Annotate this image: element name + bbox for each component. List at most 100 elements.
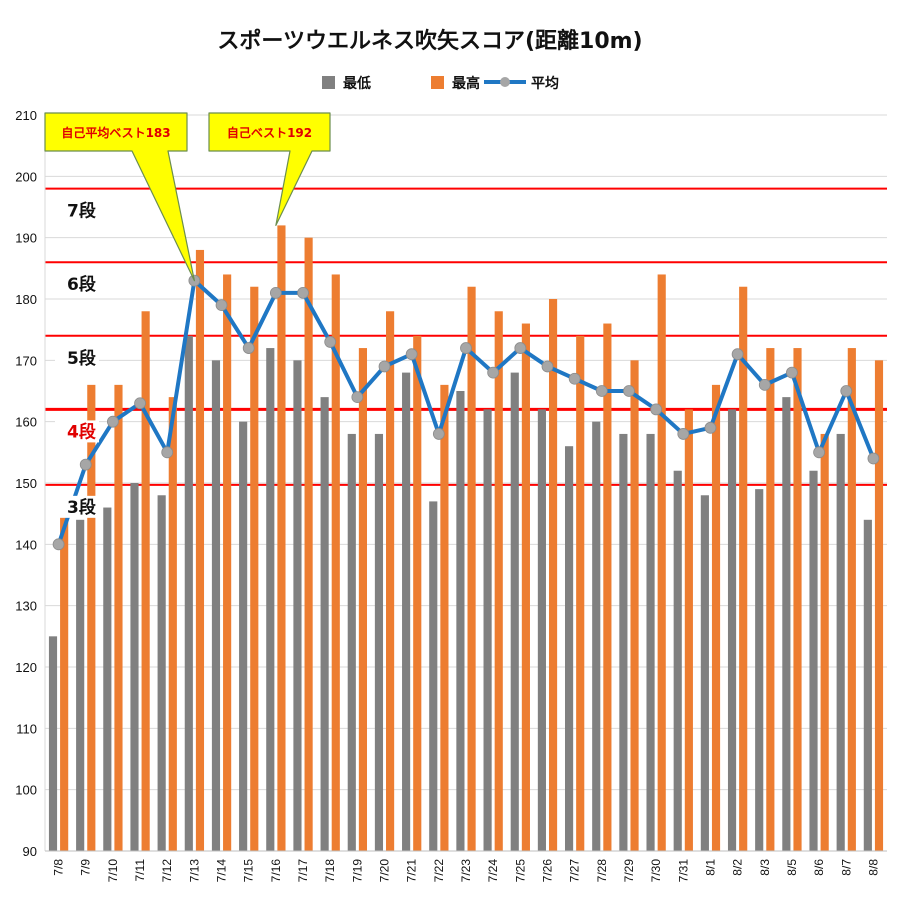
bar-max <box>603 323 612 851</box>
average-point <box>623 385 635 397</box>
bar-min <box>592 421 601 851</box>
rank-label-bg <box>55 420 99 443</box>
y-tick-label: 90 <box>23 844 37 859</box>
average-point <box>297 286 309 299</box>
average-point <box>758 378 771 391</box>
average-point <box>269 286 282 299</box>
callout-box <box>208 112 331 226</box>
average-point <box>813 446 825 459</box>
average-point <box>134 397 146 410</box>
bar-min <box>863 519 872 851</box>
x-tick-label: 8/1 <box>703 859 717 876</box>
x-tick-label: 7/14 <box>215 859 229 883</box>
average-point <box>595 385 608 397</box>
bar-min <box>483 409 492 851</box>
average-point <box>432 428 445 440</box>
x-tick-label: 7/28 <box>595 859 609 883</box>
x-tick-label: 7/12 <box>160 859 174 883</box>
x-tick-label: 7/16 <box>269 859 283 883</box>
y-tick-label: 190 <box>15 231 37 246</box>
x-tick-label: 7/11 <box>133 859 147 882</box>
average-point <box>840 385 853 397</box>
average-point <box>650 403 663 416</box>
bar-max <box>684 409 693 851</box>
average-point <box>324 336 337 348</box>
bar-min <box>809 470 818 851</box>
x-tick-label: 7/27 <box>568 859 582 883</box>
bar-min <box>646 433 655 851</box>
x-tick-label: 7/21 <box>405 859 419 883</box>
x-tick-label: 7/19 <box>350 859 364 883</box>
y-tick-label: 150 <box>15 476 37 491</box>
x-tick-label: 7/24 <box>486 859 500 883</box>
rank-labels: 7段 6段 5段 4段 3段 <box>55 199 99 518</box>
legend-swatch-min <box>322 76 335 89</box>
bar-min <box>103 507 112 851</box>
average-point <box>242 342 255 354</box>
bar-min <box>76 519 85 851</box>
bar-min <box>700 495 709 851</box>
bar-max <box>87 384 96 851</box>
rank-label-bg <box>55 346 99 369</box>
bar-max <box>195 249 205 851</box>
x-tick-label: 7/25 <box>513 859 527 883</box>
y-tick-label: 180 <box>15 292 37 307</box>
legend-swatch-avg-marker <box>500 77 510 87</box>
y-tick-label: 170 <box>15 353 37 368</box>
bars <box>48 225 884 851</box>
bar-max <box>874 360 884 851</box>
bar-max <box>250 286 259 851</box>
x-tick-label: 7/13 <box>187 859 201 883</box>
legend-label-min: 最低 <box>343 75 371 92</box>
average-point <box>487 366 500 379</box>
bar-min <box>239 421 248 851</box>
bar-min <box>673 470 682 851</box>
x-tick-label: 7/31 <box>676 859 690 883</box>
y-tick-label: 160 <box>15 415 37 430</box>
legend-swatch-max <box>431 76 444 89</box>
bar-min <box>456 391 465 851</box>
average-point <box>786 366 798 379</box>
callouts: 自己平均ベスト183 自己ベスト192 <box>44 112 331 282</box>
bar-max <box>114 384 123 851</box>
rank-label: 6段 <box>67 274 96 295</box>
bar-max <box>820 433 829 851</box>
bar-max <box>440 384 449 851</box>
average-point <box>460 342 472 354</box>
chart-title: スポーツウエルネス吹矢スコア(距離10m) <box>217 28 642 54</box>
average-point <box>405 348 418 361</box>
bar-min <box>537 409 546 851</box>
bar-min <box>510 372 519 851</box>
y-tick-label: 110 <box>16 721 37 736</box>
bar-min <box>564 446 574 851</box>
average-point <box>79 458 92 471</box>
bar-max <box>413 335 422 851</box>
rank-label-bg <box>55 199 99 222</box>
bar-min <box>782 397 791 851</box>
legend-label-avg: 平均 <box>531 75 559 92</box>
x-tick-label: 8/6 <box>812 859 826 876</box>
average-point <box>731 348 744 361</box>
x-tick-label: 7/9 <box>79 859 93 876</box>
average-line <box>52 274 880 551</box>
bar-min <box>727 409 737 851</box>
y-tick-label: 210 <box>15 108 37 123</box>
x-tick-label: 8/7 <box>839 859 853 876</box>
callout-text: 自己平均ベスト183 <box>61 125 170 140</box>
average-point <box>704 421 717 434</box>
x-tick-label: 8/2 <box>731 859 745 876</box>
bar-max <box>494 311 503 851</box>
x-tick-label: 7/20 <box>378 859 392 883</box>
bar-max <box>521 323 530 851</box>
average-point <box>52 538 65 551</box>
x-tick-label: 7/17 <box>296 859 310 883</box>
rank-label: 3段 <box>67 497 96 518</box>
bar-min <box>429 501 438 851</box>
bar-max <box>304 237 313 851</box>
rank-label: 5段 <box>67 348 96 369</box>
bar-max <box>739 286 748 851</box>
x-tick-label: 8/3 <box>758 859 772 876</box>
bar-max <box>386 311 395 851</box>
bar-max <box>711 384 721 851</box>
